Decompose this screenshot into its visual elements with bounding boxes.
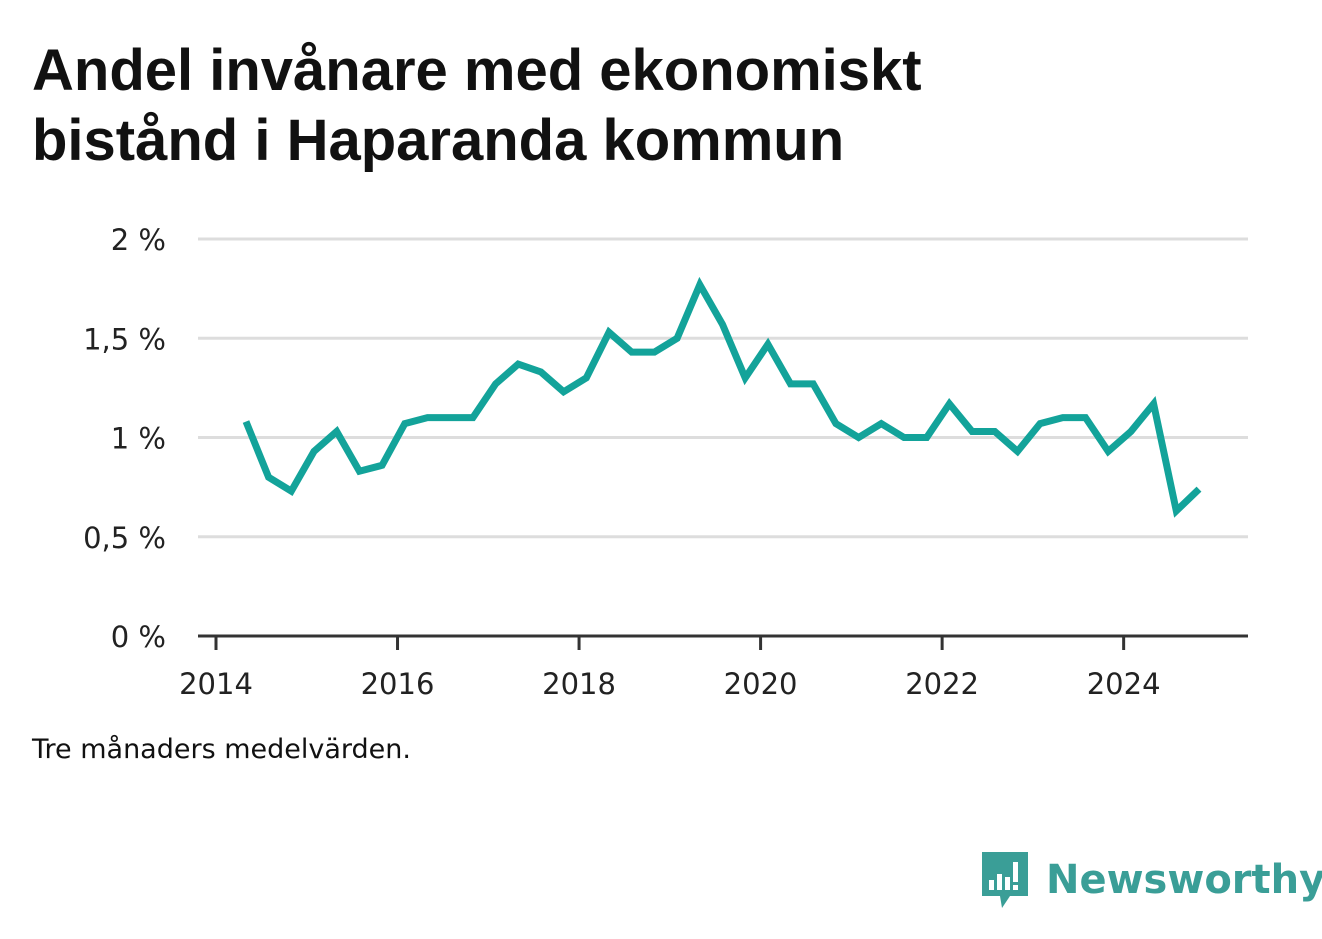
data-point (424, 415, 430, 421)
data-point (583, 375, 589, 381)
data-point (334, 429, 340, 435)
x-axis-ticks: 2014 2016 2018 2020 2022 2024 (179, 636, 1161, 700)
brand-name: Newsworthy (1046, 857, 1322, 903)
data-point (629, 349, 635, 355)
data-point (356, 468, 362, 474)
chart-title: Andel invånare med ekonomiskt bistånd i … (32, 38, 922, 173)
data-point (379, 462, 385, 468)
data-point (1196, 486, 1202, 492)
y-tick-label: 0 % (111, 620, 166, 654)
data-point (493, 381, 499, 387)
data-point (742, 375, 748, 381)
data-point (878, 421, 884, 427)
x-tick-label: 2022 (905, 667, 979, 700)
data-point (561, 389, 567, 395)
data-point (1060, 415, 1066, 421)
data-point (946, 401, 952, 407)
data-point (266, 474, 272, 480)
x-tick-label: 2018 (542, 667, 616, 700)
data-point (1128, 429, 1134, 435)
x-tick-label: 2024 (1087, 667, 1161, 700)
gridlines (198, 237, 1248, 539)
series-line (242, 276, 1202, 518)
data-point (288, 488, 294, 494)
newsworthy-logo-icon (982, 852, 1028, 908)
data-point (1037, 421, 1043, 427)
data-point (924, 435, 930, 441)
data-point (311, 448, 317, 454)
x-tick-label: 2020 (724, 667, 798, 700)
data-point (1105, 448, 1111, 454)
data-point (833, 421, 839, 427)
data-point (470, 415, 476, 421)
y-tick-label: 1,5 % (83, 322, 166, 356)
data-point (856, 435, 862, 441)
data-point (447, 415, 453, 421)
series-layer (242, 276, 1202, 518)
data-point (719, 321, 725, 327)
data-point (651, 349, 657, 355)
data-point (1151, 401, 1157, 407)
brand[interactable]: Newsworthy (980, 850, 1322, 910)
y-axis-ticks: 0 % 0,5 % 1 % 1,5 % 2 % (83, 223, 166, 654)
data-point (1083, 415, 1089, 421)
chart-note: Tre månaders medelvärden. (32, 734, 411, 765)
data-point (674, 335, 680, 341)
x-tick-label: 2014 (179, 667, 253, 700)
data-point (1014, 448, 1020, 454)
data-point (969, 429, 975, 435)
data-point (515, 361, 521, 367)
data-point (765, 341, 771, 347)
data-point (538, 369, 544, 375)
data-point (606, 329, 612, 335)
data-point (697, 282, 703, 288)
data-point (901, 435, 907, 441)
y-tick-label: 0,5 % (83, 521, 166, 555)
data-point (788, 381, 794, 387)
data-point (1173, 508, 1179, 514)
data-point (402, 421, 408, 427)
data-point (243, 419, 249, 425)
y-tick-label: 1 % (111, 422, 166, 456)
data-point (992, 429, 998, 435)
line-chart: 0 % 0,5 % 1 % 1,5 % 2 % 2014 2016 2018 2020 2022… (83, 223, 1248, 700)
data-point (810, 381, 816, 387)
x-tick-label: 2016 (361, 667, 435, 700)
y-tick-label: 2 % (111, 223, 166, 257)
